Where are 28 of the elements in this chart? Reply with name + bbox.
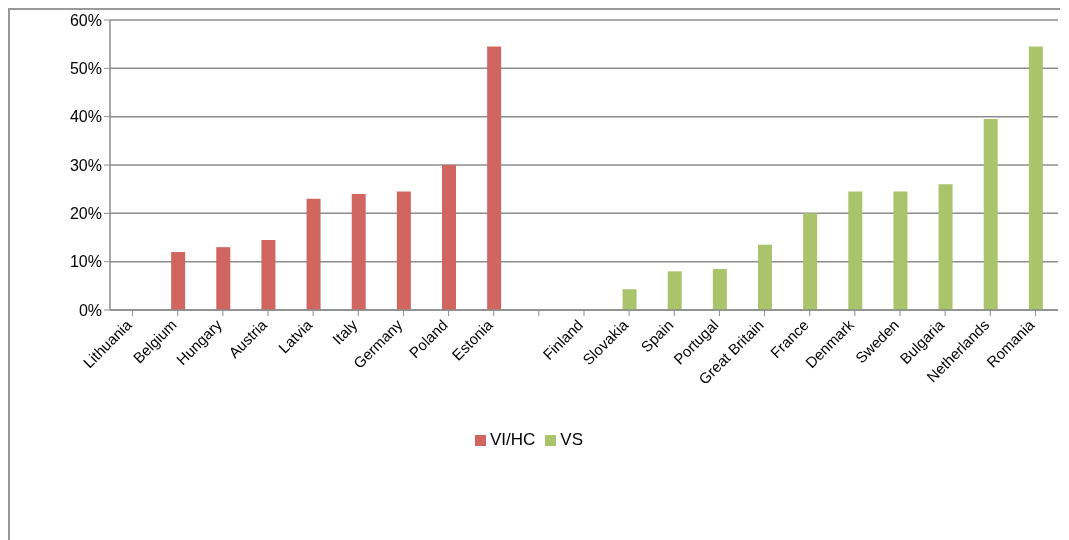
y-tick-label: 60% — [69, 11, 102, 29]
bar — [803, 213, 818, 310]
bar — [758, 244, 772, 310]
x-tick-label: Italy — [328, 315, 361, 348]
bar — [261, 239, 276, 310]
bar — [938, 184, 953, 310]
y-tick-label: 50% — [69, 60, 102, 78]
bar — [712, 268, 727, 310]
y-tick-label: 40% — [69, 108, 102, 126]
bar — [216, 247, 231, 310]
bar — [622, 289, 637, 310]
bar — [1028, 46, 1043, 310]
bar — [306, 198, 321, 310]
bar — [983, 119, 998, 310]
y-tick-label: 10% — [69, 253, 102, 271]
y-tick-label: 30% — [69, 156, 102, 174]
bar — [396, 191, 411, 310]
bar — [848, 191, 863, 310]
legend-label: VI/HC — [489, 430, 536, 449]
y-tick-label: 0% — [78, 301, 102, 319]
bar — [442, 165, 456, 310]
y-tick-label: 20% — [69, 205, 102, 223]
legend-label: VS — [560, 430, 584, 449]
bar — [351, 194, 366, 310]
bar — [487, 46, 502, 310]
bar — [893, 191, 908, 310]
bar — [667, 271, 682, 310]
bar — [171, 252, 186, 310]
